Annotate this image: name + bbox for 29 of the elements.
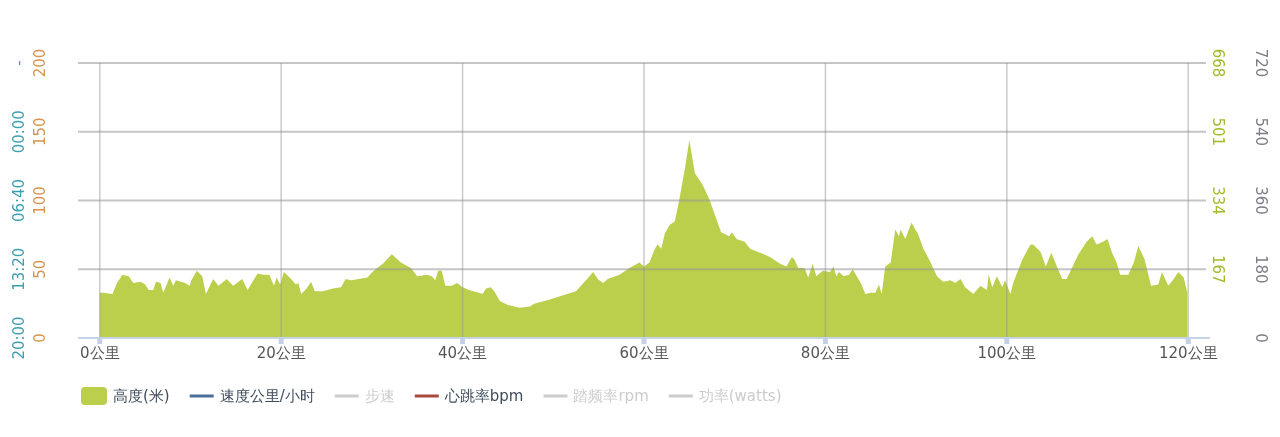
- y2-tick-label: 501: [1209, 117, 1227, 147]
- y-tick-label: 100: [31, 186, 49, 215]
- legend-label: 速度公里/小时: [219, 387, 315, 405]
- y2-tick-label: 334: [1209, 186, 1227, 215]
- y3-tick-label: 180: [1252, 254, 1270, 284]
- legend-label: 高度(米): [113, 387, 170, 405]
- x-tick-label: 100公里: [977, 344, 1037, 362]
- x-tick-label: 80公里: [800, 344, 850, 362]
- y3-tick-label: 0: [1252, 333, 1270, 343]
- x-tick-label: 40公里: [438, 344, 488, 362]
- x-tick-label: 0公里: [80, 344, 120, 362]
- text: 13:20: [10, 247, 28, 291]
- y3-tick-label: 540: [1252, 117, 1270, 147]
- legend-label: 心跳率bpm: [443, 387, 524, 405]
- y-tick-label: 150: [31, 117, 49, 147]
- text: 00:00: [10, 110, 28, 154]
- y3-tick-label: 360: [1252, 186, 1270, 215]
- y-tick-label: 50: [31, 259, 49, 279]
- y-tick-label: 0: [31, 333, 49, 343]
- text: 20:00: [10, 316, 28, 360]
- text: 06:40: [10, 178, 28, 223]
- y2-tick-label: 668: [1209, 48, 1227, 78]
- y2-tick-label: 167: [1209, 254, 1227, 284]
- y-tick-label: 200: [31, 48, 49, 78]
- text: -: [10, 60, 28, 66]
- x-tick-label: 20公里: [256, 344, 306, 362]
- x-tick-label: 60公里: [619, 344, 669, 362]
- y3-tick-label: 720: [1252, 48, 1270, 78]
- x-tick-label: 120公里: [1158, 344, 1218, 362]
